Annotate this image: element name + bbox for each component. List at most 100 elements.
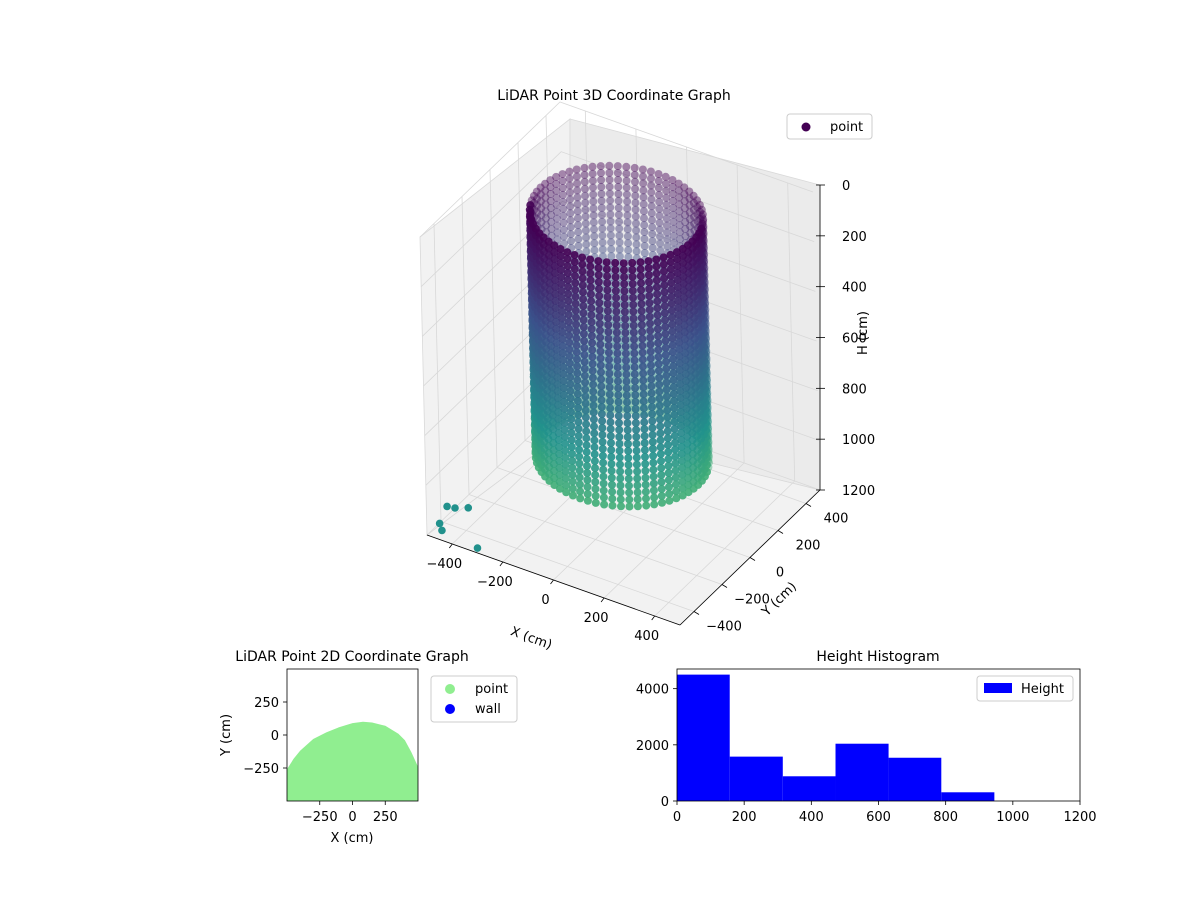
lidar-point-3d (650, 500, 659, 509)
grid-floor-y (496, 467, 751, 558)
lidar-point-3d (573, 369, 582, 378)
lidar-point-3d (633, 474, 642, 483)
lidar-point-3d (647, 202, 656, 211)
lidar-point-3d (615, 245, 624, 254)
lidar-point-3d (542, 221, 551, 230)
lidar-point-3d (675, 352, 684, 361)
lidar-point-3d (662, 207, 671, 216)
lidar-point-3d (624, 239, 633, 248)
lidar-point-3d (599, 472, 608, 481)
lidar-point-3d (671, 473, 680, 482)
lidar-point-3d (623, 197, 632, 206)
lidar-point-3d (573, 214, 582, 223)
ticks-histogram: 0 200 400 600 800 1000 1200 0 2000 4000 (636, 683, 1097, 825)
lidar-point-3d (647, 382, 656, 391)
lidar-point-3d (552, 172, 561, 181)
lidar-point-3d (552, 186, 561, 195)
grid-floor-y (440, 521, 695, 612)
lidar-point-3d (630, 163, 639, 172)
lidar-point-3d (676, 408, 685, 416)
lidar-point-3d (676, 415, 685, 423)
lidar-point-3d (580, 343, 589, 352)
lidar-point-3d (640, 446, 649, 454)
lidar-point-3d (640, 411, 649, 420)
lidar-point-3d (614, 377, 622, 386)
lidar-point-3d (574, 431, 583, 440)
lidar-point-3d (638, 165, 647, 174)
histogram-title: Height Histogram (816, 649, 939, 665)
lidar-point-3d (563, 255, 572, 264)
lidar-point-3d (560, 404, 569, 413)
lidar-point-3d (583, 462, 591, 471)
ticks-3d: −400−2000200400−400−20002004000200400600… (426, 179, 875, 644)
y-tick-label-3d: 200 (796, 539, 821, 554)
lidar-point-3d (662, 378, 671, 387)
lidar-point-3d (668, 320, 677, 329)
lidar-point-3d (572, 327, 581, 336)
lidar-point-3d (566, 366, 574, 375)
x-tick-label-3d: −400 (426, 557, 462, 572)
lidar-point-3d (579, 316, 588, 324)
x-tick-label-3d: 200 (584, 611, 609, 626)
lidar-point-3d (616, 488, 625, 497)
lidar-point-3d (621, 335, 630, 344)
lidar-point-3d (597, 182, 606, 191)
lidar-point-3d (653, 297, 662, 306)
lidar-point-3d (631, 177, 639, 186)
x-tick-label-histogram: 1200 (1063, 810, 1096, 825)
lidar-point-3d (632, 425, 641, 434)
lidar-outlier-point (473, 544, 482, 552)
lidar-point-3d (647, 396, 656, 405)
lidar-point-3d (602, 258, 611, 267)
lidar-point-3d (690, 219, 699, 228)
lidar-point-3d (615, 217, 624, 226)
lidar-point-3d (603, 306, 612, 315)
lidar-point-3d (595, 312, 604, 321)
lidar-point-3d (554, 415, 563, 424)
lidar-point-3d (567, 442, 576, 451)
lidar-point-3d (630, 349, 639, 358)
lidar-point-3d (576, 494, 585, 503)
lidar-point-3d (599, 486, 608, 495)
lidar-point-3d (612, 300, 621, 309)
lidar-point-3d (629, 293, 637, 302)
lidar-point-3d (606, 231, 615, 240)
lidar-point-3d (636, 265, 645, 274)
lidar-point-3d (655, 401, 664, 410)
lidar-point-3d (647, 209, 656, 218)
lidar-point-3d (630, 170, 639, 179)
point-region (287, 721, 418, 801)
lidar-point-3d (619, 259, 628, 268)
lidar-point-3d (596, 361, 605, 370)
lidar-point-3d (590, 429, 599, 438)
lidar-point-3d (623, 398, 631, 407)
lidar-point-3d (644, 271, 653, 279)
legend-histogram-box (976, 675, 1074, 702)
lidar-point-3d (661, 322, 670, 331)
lidar-point-3d (676, 235, 684, 244)
lidar-point-3d (552, 345, 561, 354)
lidar-point-3d (598, 444, 607, 453)
lidar-point-3d (541, 186, 550, 195)
lidar-point-3d (614, 210, 623, 219)
lidar-point-3d (566, 387, 575, 396)
lidar-point-3d (581, 184, 589, 193)
lidar-point-3d (660, 274, 669, 283)
lidar-point-3d (639, 369, 648, 378)
lidar-point-3d (588, 338, 597, 347)
lidar-point-3d (614, 405, 623, 413)
lidar-point-3d (669, 231, 678, 240)
lidar-point-3d (668, 334, 677, 343)
lidar-point-3d (613, 356, 622, 365)
lidar-point-3d (638, 334, 647, 343)
lidar-point-3d (586, 255, 595, 264)
lidar-point-3d (555, 477, 564, 486)
lidar-point-3d (558, 342, 567, 351)
lidar-point-3d (588, 345, 597, 354)
lidar-point-3d (550, 255, 559, 264)
lidar-point-3d (644, 264, 653, 272)
lidar-point-3d (669, 196, 677, 205)
chart-3d-title: LiDAR Point 3D Coordinate Graph (497, 88, 730, 104)
z-tick-label-3d: 200 (842, 230, 867, 245)
lidar-point-3d (680, 204, 689, 213)
